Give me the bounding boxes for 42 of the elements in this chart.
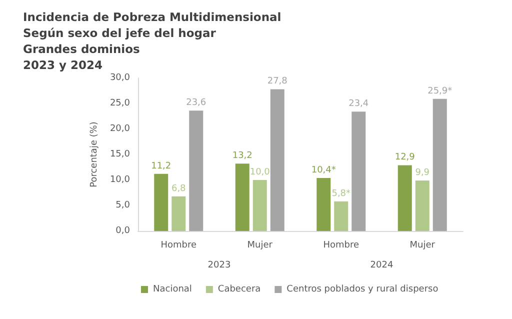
bar: [316, 178, 331, 231]
x-tick-label: Mujer: [247, 240, 273, 250]
bar: [252, 180, 267, 231]
y-axis-title: Porcentaje (%): [90, 122, 100, 188]
x-tick-label: Hombre: [160, 240, 197, 250]
bar: [415, 180, 430, 231]
bar: [154, 174, 168, 231]
data-label: 10,4*: [311, 165, 336, 176]
legend-label: Centros poblados y rural disperso: [286, 284, 439, 294]
data-label: 9,9: [415, 168, 430, 178]
bar: [235, 164, 250, 231]
y-tick-label: 10,0: [110, 175, 130, 185]
bar: [270, 89, 284, 231]
text: 2023: [208, 260, 231, 270]
bar: [172, 196, 186, 231]
data-label: 6,8: [171, 184, 186, 194]
y-tick-label: 30,0: [110, 73, 130, 83]
data-label: 27,8: [267, 76, 288, 87]
data-label: 5,8*: [332, 188, 352, 199]
y-tick-label: 20,0: [110, 124, 130, 134]
y-tick-label: 15,0: [110, 150, 130, 160]
bar: [352, 112, 366, 231]
y-tick-label: 5,0: [116, 200, 130, 210]
chart-title: Incidencia de Pobreza Multidimensional Según sexo del jefe del hogar Grandes dominios 2023 y 2024: [23, 10, 282, 72]
data-label: 23,4: [348, 99, 369, 110]
y-tick-label: 0,0: [116, 226, 130, 236]
data-label: 13,2: [232, 151, 252, 162]
data-label: 23,6: [186, 98, 206, 108]
bar: [432, 98, 447, 231]
legend-label: Nacional: [153, 284, 192, 294]
y-tick-label: 25,0: [110, 98, 130, 108]
data-label: 10,0: [250, 168, 270, 178]
data-label: 12,9: [394, 152, 416, 163]
bar: [189, 110, 204, 231]
text: 2024: [370, 260, 394, 270]
data-label: 25,9*: [428, 86, 453, 96]
bar: [334, 201, 348, 231]
x-tick-label: Hombre: [323, 240, 360, 250]
data-label: 11,2: [151, 161, 172, 172]
bar: [398, 165, 412, 231]
x-tick-label: Mujer: [410, 240, 436, 250]
legend-label: Cabecera: [218, 284, 261, 294]
